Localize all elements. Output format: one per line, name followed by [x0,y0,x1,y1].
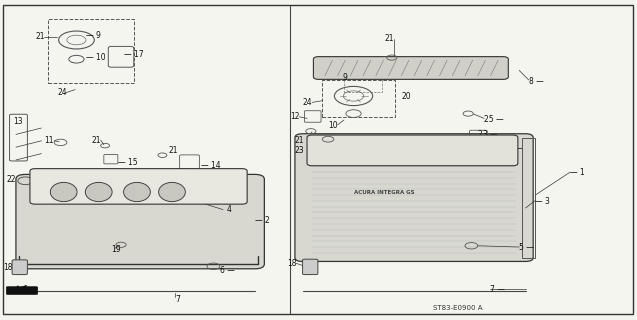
Text: 24: 24 [57,88,67,97]
Text: 12: 12 [290,112,299,121]
Text: 7 —: 7 — [490,285,505,294]
FancyBboxPatch shape [313,57,508,79]
Text: 22: 22 [6,175,16,184]
Text: 21: 21 [169,146,178,155]
Ellipse shape [85,182,112,202]
Text: ACURA INTEGRA GS: ACURA INTEGRA GS [354,189,414,195]
FancyBboxPatch shape [6,287,38,294]
Text: 10: 10 [328,121,338,130]
Text: 23 —: 23 — [478,130,497,139]
Text: 11: 11 [45,136,54,145]
Ellipse shape [159,182,185,202]
Text: 21: 21 [91,136,101,145]
FancyBboxPatch shape [12,260,27,275]
FancyBboxPatch shape [307,135,518,166]
Text: 20: 20 [401,92,411,100]
Text: 13: 13 [13,117,22,126]
Text: 18: 18 [287,260,296,268]
Bar [48,19,134,83]
Bar [322,80,395,117]
Text: — 14: — 14 [201,161,220,170]
Text: 23: 23 [294,146,304,155]
Ellipse shape [124,182,150,202]
Text: — 10: — 10 [86,53,106,62]
Text: 16 —: 16 — [503,144,523,153]
Text: 24: 24 [303,98,312,107]
Text: 21: 21 [35,32,45,41]
Text: — 1: — 1 [570,168,585,177]
FancyBboxPatch shape [16,174,264,269]
Text: — 9: — 9 [86,31,101,40]
Text: 21: 21 [384,34,394,43]
Text: 8 —: 8 — [529,77,543,86]
Ellipse shape [50,182,77,202]
Text: 18: 18 [3,263,13,272]
Text: 6 —: 6 — [220,266,234,275]
Text: 25 —: 25 — [484,115,504,124]
Text: 21: 21 [294,136,304,145]
Text: FR.: FR. [10,288,22,293]
Bar [344,74,382,92]
FancyBboxPatch shape [303,259,318,275]
Text: — 15: — 15 [118,158,138,167]
Text: — 3: — 3 [535,197,550,206]
Text: 22 —: 22 — [140,179,159,188]
Text: — 17: — 17 [124,50,144,59]
Text: 19: 19 [111,245,121,254]
Bar [522,138,535,258]
Text: ST83-E0900 A: ST83-E0900 A [433,305,483,311]
FancyBboxPatch shape [295,134,533,261]
FancyBboxPatch shape [30,169,247,204]
Text: — 2: — 2 [255,216,269,225]
Text: 7: 7 [175,295,180,304]
Text: 9: 9 [343,73,348,82]
Text: 5 —: 5 — [519,244,534,252]
Text: 4: 4 [226,205,231,214]
